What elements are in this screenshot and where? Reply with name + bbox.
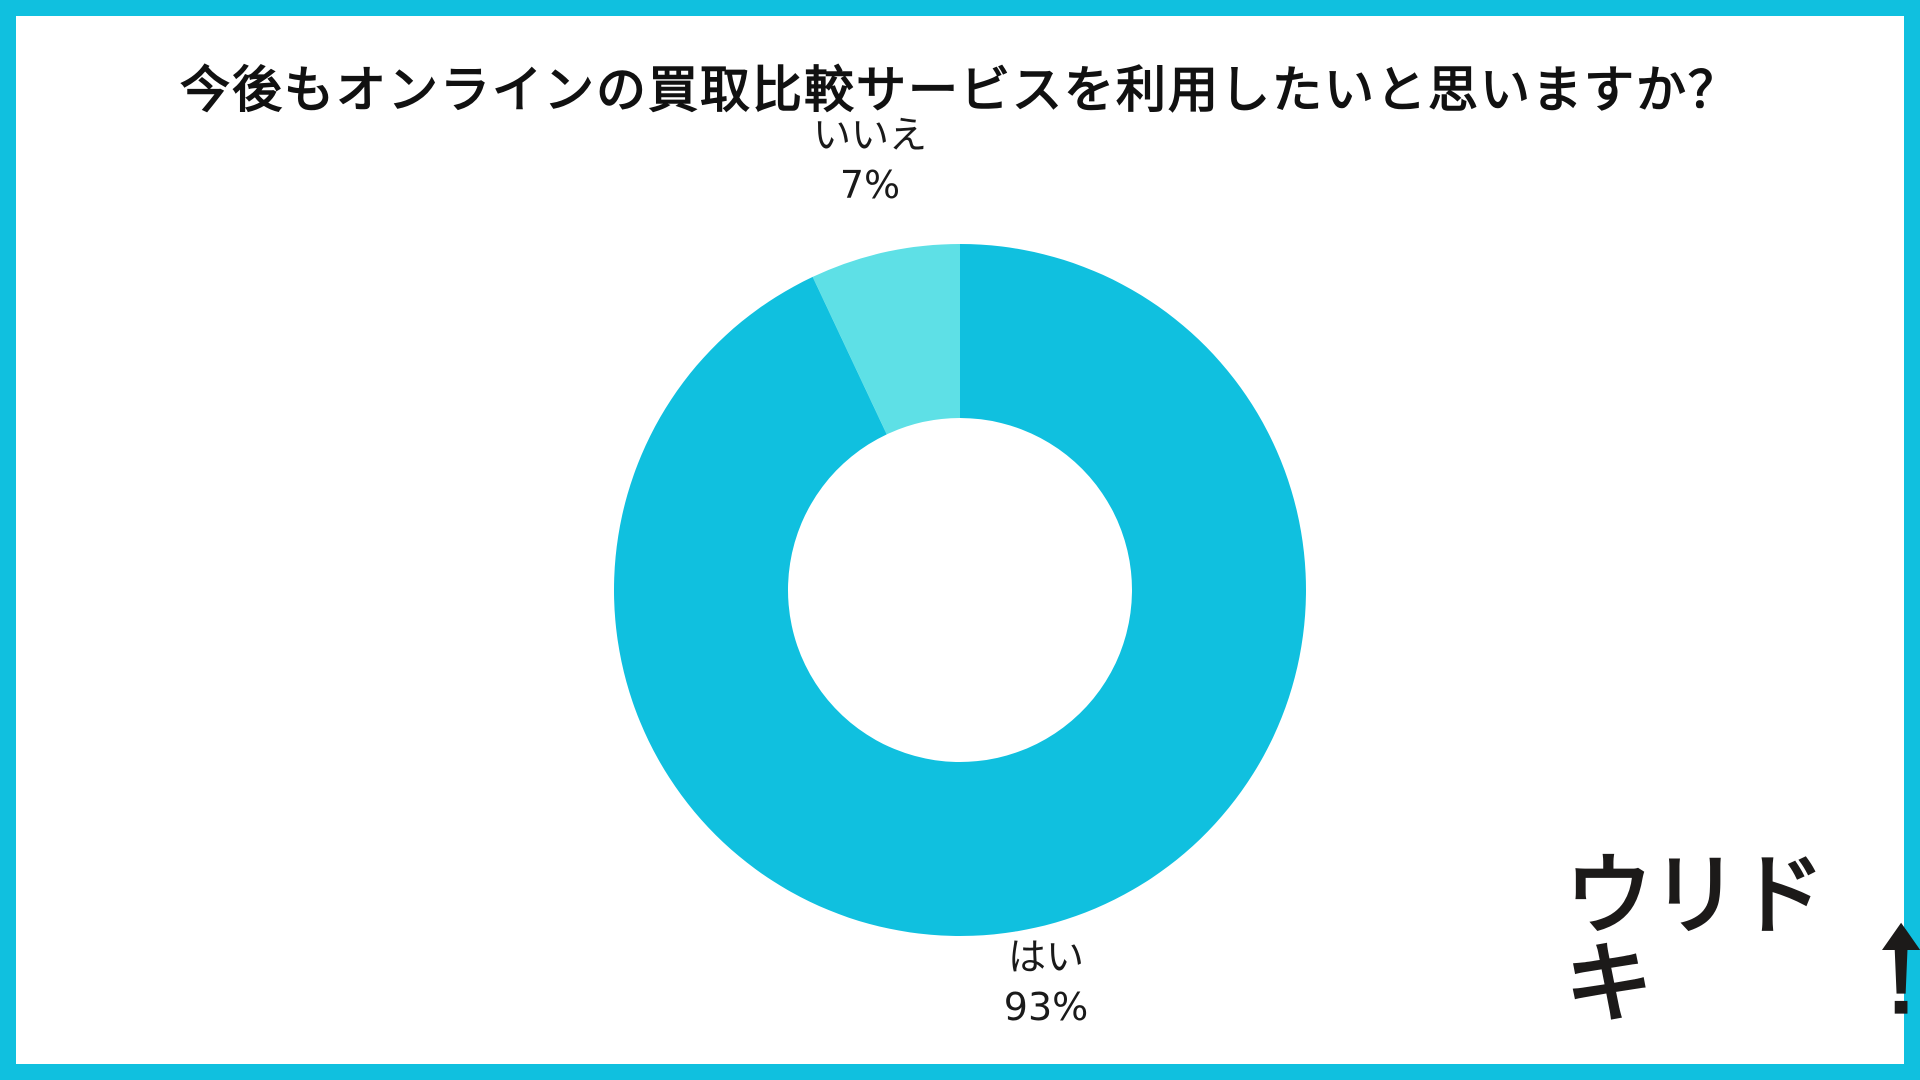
slice-value-1: 7% xyxy=(840,163,900,207)
slice-label-1: いいえ xyxy=(813,113,927,157)
logo-text: ウリドキ xyxy=(1565,844,1825,1035)
slice-value-0: 93% xyxy=(1004,985,1088,1029)
slice-0 xyxy=(613,244,1306,937)
slice-labels: はい 93% いいえ 7% xyxy=(813,113,1088,1029)
up-arrow-icon xyxy=(1881,922,1920,1014)
slice-1 xyxy=(812,244,960,435)
chart-title: 今後もオンラインの買取比較サービスを利用したいと思いますか？ xyxy=(180,61,1740,119)
uridoki-logo: ウリドキ xyxy=(1565,852,1920,1028)
donut-slices xyxy=(613,244,1306,937)
slice-label-0: はい xyxy=(1008,935,1084,979)
